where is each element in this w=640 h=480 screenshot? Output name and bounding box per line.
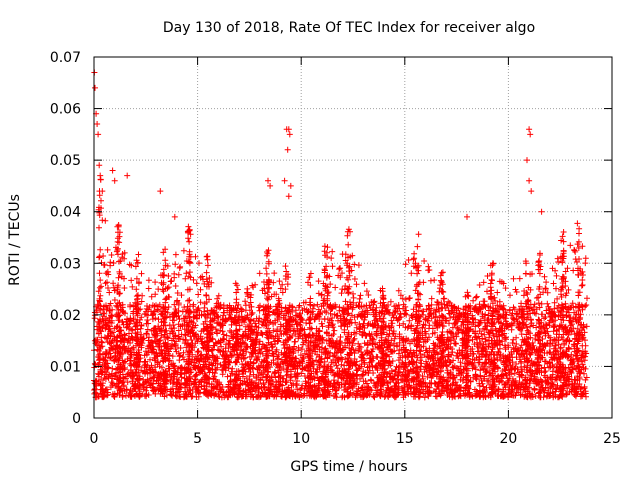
x-tick-label: 20 — [499, 431, 517, 447]
plot-border — [93, 56, 613, 419]
x-tick-label: 5 — [193, 431, 202, 447]
x-tick-labels: 0 5 10 15 20 25 — [90, 431, 621, 447]
y-tick-label: 0.03 — [50, 256, 81, 272]
y-tick-label: 0.01 — [50, 359, 81, 375]
y-tick-label: 0 — [72, 411, 81, 427]
y-tick-label: 0.04 — [50, 205, 81, 221]
y-tick-label: 0.07 — [50, 50, 81, 66]
x-tick-label: 10 — [292, 431, 310, 447]
y-tick-label: 0.06 — [50, 102, 81, 118]
y-tick-labels: 0 0.01 0.02 0.03 0.04 0.05 0.06 0.07 — [50, 50, 81, 427]
grid-lines — [94, 57, 612, 418]
x-tick-label: 25 — [603, 431, 621, 447]
x-tick-label: 0 — [90, 431, 99, 447]
y-tick-label: 0.05 — [50, 153, 81, 169]
y-axis-label: ROTI / TECUs — [7, 194, 23, 286]
y-tick-label: 0.02 — [50, 308, 81, 324]
axis-ticks — [93, 56, 613, 419]
data-points — [91, 69, 590, 401]
x-tick-label: 15 — [396, 431, 414, 447]
chart-title: Day 130 of 2018, Rate Of TEC Index for r… — [163, 20, 535, 36]
x-axis-label: GPS time / hours — [290, 459, 407, 475]
scatter-markers — [91, 69, 590, 401]
